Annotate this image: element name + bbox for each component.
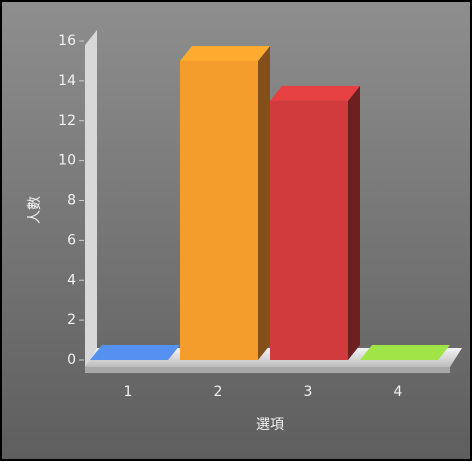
y-axis-title: 人數 [27,196,43,224]
floor-edge [85,367,450,373]
bar-side [348,85,360,360]
y-tick-label: 10 [58,153,76,169]
x-tick-label: 2 [214,384,223,400]
y-tick-label: 6 [67,232,76,248]
x-tick-label: 4 [394,384,403,400]
y-tick-label: 14 [58,73,76,89]
x-tick-label: 1 [124,384,133,400]
bar-top [90,345,180,360]
bar-top [270,85,360,101]
bar [180,60,258,360]
y-tick-label: 16 [58,33,76,49]
bar-top [360,345,450,360]
left-wall [85,30,97,367]
x-axis-title: 選項 [256,417,284,433]
y-tick-label: 12 [58,113,76,129]
y-tick-label: 2 [67,312,76,328]
y-tick-label: 4 [67,272,76,288]
y-tick-label: 0 [67,352,76,368]
bar-top [180,45,270,61]
x-tick-label: 3 [304,384,313,400]
bar [270,100,348,360]
y-tick-label: 8 [67,193,76,209]
bar-side [258,45,270,360]
